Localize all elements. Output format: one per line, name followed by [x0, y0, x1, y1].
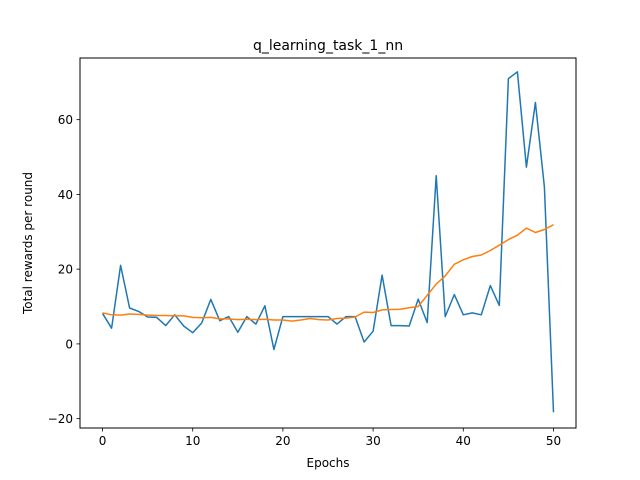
- series-line-2: [102, 224, 554, 322]
- y-tick-label: 20: [58, 263, 73, 277]
- axis-ticks: 0 10 20 30 40 50 −20 0 20 40 60: [48, 113, 561, 448]
- x-axis-label: Epochs: [307, 456, 350, 470]
- y-axis-label: Total rewards per round: [21, 172, 35, 315]
- series-line-1: [101, 71, 555, 413]
- y-tick-label: 40: [58, 188, 73, 202]
- y-tick-label: −20: [48, 412, 73, 426]
- x-tick-label: 0: [99, 434, 107, 448]
- x-tick-label: 40: [456, 434, 471, 448]
- chart-title: q_learning_task_1_nn: [253, 38, 403, 54]
- y-tick-label: 0: [65, 337, 73, 351]
- x-tick-label: 50: [546, 434, 561, 448]
- y-tick-label: 60: [58, 113, 73, 127]
- plot-area: [101, 71, 555, 413]
- axes-frame: [79, 57, 577, 429]
- x-tick-label: 30: [365, 434, 380, 448]
- x-tick-label: 20: [275, 434, 290, 448]
- x-tick-label: 10: [185, 434, 200, 448]
